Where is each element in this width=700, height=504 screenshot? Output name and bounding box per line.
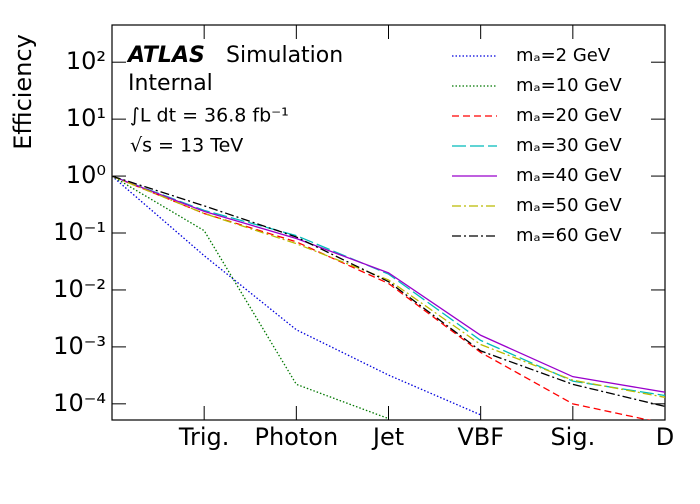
internal-label: Internal — [128, 71, 213, 96]
legend-label: mₐ=40 GeV — [516, 165, 622, 186]
legend-label: mₐ=50 GeV — [516, 195, 622, 216]
legend-label: mₐ=20 GeV — [516, 105, 622, 126]
y-tick-label: 10⁻² — [53, 275, 106, 303]
series-line — [112, 175, 665, 397]
x-tick-label: Sig. — [550, 423, 595, 451]
y-tick-label: 10⁻³ — [53, 332, 106, 360]
legend-label: mₐ=30 GeV — [516, 135, 622, 156]
legend-label: mₐ=60 GeV — [516, 225, 622, 246]
x-tick-label: Photon — [254, 423, 338, 451]
legend-label: mₐ=10 GeV — [516, 75, 622, 96]
energy-label: √s = 13 TeV — [130, 135, 243, 157]
series-line — [112, 175, 652, 420]
y-tick-label: 10² — [66, 47, 106, 75]
y-axis-label: Efficiency — [9, 34, 37, 150]
x-tick-label: VBF — [457, 423, 504, 451]
series-line — [112, 175, 665, 393]
plot-area — [112, 175, 665, 420]
series-line — [112, 175, 665, 398]
simulation-label: Simulation — [226, 43, 343, 68]
legend-label: mₐ=2 GeV — [516, 45, 611, 66]
series-line — [112, 175, 481, 416]
y-tick-label: 10⁰ — [66, 161, 106, 189]
luminosity-label: ∫L dt = 36.8 fb⁻¹ — [130, 105, 289, 127]
y-tick-label: 10⁻⁴ — [53, 389, 106, 417]
y-tick-label: 10¹ — [66, 104, 106, 132]
atlas-label: ATLAS — [126, 43, 205, 68]
y-tick-label: 10⁻¹ — [53, 218, 106, 246]
series-line — [112, 175, 665, 408]
x-tick-label: D — [656, 423, 674, 451]
series-line — [112, 175, 389, 420]
x-tick-label: Trig. — [178, 423, 230, 451]
x-tick-label: Jet — [371, 423, 404, 451]
